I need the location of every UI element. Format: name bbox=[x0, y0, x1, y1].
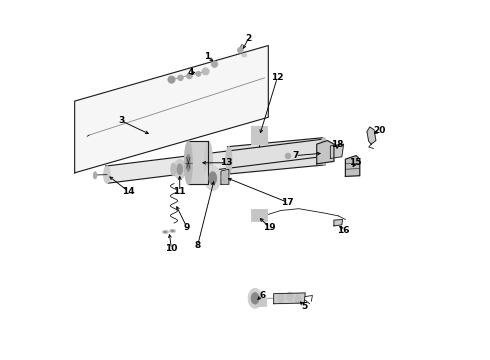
Ellipse shape bbox=[287, 292, 293, 301]
Ellipse shape bbox=[162, 230, 169, 234]
Polygon shape bbox=[317, 140, 334, 164]
Circle shape bbox=[238, 47, 243, 53]
Text: 13: 13 bbox=[220, 158, 233, 167]
Circle shape bbox=[285, 153, 291, 159]
Text: 12: 12 bbox=[271, 73, 284, 82]
Text: 14: 14 bbox=[122, 187, 135, 196]
Ellipse shape bbox=[248, 288, 262, 308]
Ellipse shape bbox=[251, 293, 259, 304]
Text: 10: 10 bbox=[165, 244, 178, 253]
Text: 2: 2 bbox=[245, 34, 252, 43]
FancyBboxPatch shape bbox=[255, 298, 266, 306]
Text: 18: 18 bbox=[331, 140, 344, 149]
Text: 1: 1 bbox=[204, 52, 211, 61]
Ellipse shape bbox=[104, 166, 110, 183]
Circle shape bbox=[211, 61, 218, 67]
Ellipse shape bbox=[174, 159, 186, 179]
Circle shape bbox=[202, 68, 209, 75]
Text: 6: 6 bbox=[259, 291, 266, 300]
Text: 15: 15 bbox=[349, 158, 362, 167]
Ellipse shape bbox=[278, 294, 284, 303]
Polygon shape bbox=[221, 169, 229, 184]
Ellipse shape bbox=[226, 147, 232, 174]
Polygon shape bbox=[227, 138, 325, 174]
Ellipse shape bbox=[222, 171, 228, 183]
Polygon shape bbox=[274, 293, 305, 304]
Ellipse shape bbox=[177, 164, 183, 175]
Ellipse shape bbox=[320, 138, 328, 165]
Polygon shape bbox=[74, 45, 269, 173]
Ellipse shape bbox=[295, 294, 301, 303]
Ellipse shape bbox=[170, 229, 176, 233]
Ellipse shape bbox=[93, 172, 97, 179]
Text: 3: 3 bbox=[118, 116, 124, 125]
Polygon shape bbox=[334, 220, 343, 226]
Polygon shape bbox=[330, 144, 343, 158]
Ellipse shape bbox=[209, 172, 217, 185]
Text: 9: 9 bbox=[184, 223, 190, 232]
Polygon shape bbox=[188, 141, 208, 184]
Ellipse shape bbox=[184, 141, 193, 184]
Circle shape bbox=[177, 75, 183, 81]
Ellipse shape bbox=[205, 166, 221, 190]
Polygon shape bbox=[345, 156, 360, 176]
Ellipse shape bbox=[204, 141, 213, 184]
FancyBboxPatch shape bbox=[251, 210, 267, 221]
Polygon shape bbox=[367, 127, 376, 144]
Circle shape bbox=[196, 71, 201, 76]
Text: 7: 7 bbox=[292, 151, 298, 160]
Ellipse shape bbox=[171, 230, 174, 232]
Text: 20: 20 bbox=[373, 126, 386, 135]
FancyBboxPatch shape bbox=[251, 126, 267, 144]
Text: 16: 16 bbox=[338, 226, 350, 235]
Text: 19: 19 bbox=[263, 223, 276, 232]
Text: 5: 5 bbox=[301, 302, 307, 311]
Ellipse shape bbox=[164, 231, 167, 233]
Ellipse shape bbox=[242, 53, 247, 57]
Polygon shape bbox=[106, 139, 325, 183]
Text: 4: 4 bbox=[188, 68, 195, 77]
Text: 8: 8 bbox=[195, 241, 201, 250]
Ellipse shape bbox=[187, 154, 190, 171]
Text: 17: 17 bbox=[281, 198, 294, 207]
Ellipse shape bbox=[171, 163, 176, 176]
Circle shape bbox=[187, 73, 192, 79]
Text: 11: 11 bbox=[173, 187, 186, 196]
Circle shape bbox=[168, 76, 175, 83]
